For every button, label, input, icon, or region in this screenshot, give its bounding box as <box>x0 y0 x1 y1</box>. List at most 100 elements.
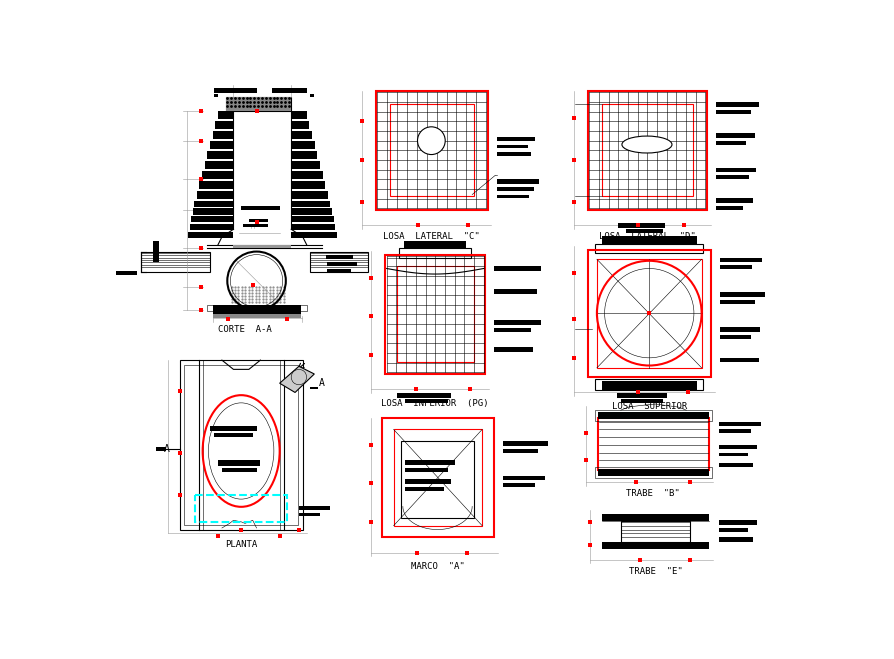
Bar <box>715 133 754 138</box>
Bar <box>291 121 309 129</box>
Bar <box>207 151 233 159</box>
Bar <box>399 248 471 258</box>
Bar <box>496 152 531 156</box>
Bar <box>222 468 257 472</box>
Bar <box>715 206 742 210</box>
Bar <box>718 537 753 542</box>
Bar <box>494 266 540 271</box>
Bar <box>720 335 750 339</box>
Bar <box>502 441 547 445</box>
Bar <box>375 91 487 210</box>
Bar <box>494 320 540 325</box>
Polygon shape <box>279 366 314 393</box>
Bar <box>597 412 709 419</box>
Bar <box>715 198 753 203</box>
Bar <box>720 327 759 331</box>
Bar <box>115 271 137 275</box>
Bar <box>291 224 334 230</box>
Bar <box>194 201 233 207</box>
Bar <box>720 258 762 262</box>
Bar <box>618 223 664 228</box>
Bar <box>587 91 706 210</box>
Bar <box>405 468 447 472</box>
Bar <box>195 495 287 522</box>
Bar <box>405 460 455 465</box>
Bar <box>496 194 528 198</box>
Bar <box>720 358 758 362</box>
Bar <box>249 219 268 222</box>
Bar <box>299 513 320 516</box>
Bar <box>291 216 333 222</box>
Bar <box>214 88 257 93</box>
Bar <box>210 140 233 149</box>
Bar <box>215 121 233 129</box>
Bar <box>310 94 314 97</box>
Bar <box>389 105 473 196</box>
Bar <box>213 130 233 139</box>
Bar <box>291 111 307 119</box>
Bar <box>718 463 753 467</box>
Text: A: A <box>164 444 169 453</box>
Bar <box>327 270 350 273</box>
Bar <box>214 433 252 437</box>
Bar <box>718 430 750 433</box>
Bar <box>620 399 662 403</box>
Bar <box>310 252 367 272</box>
Bar <box>596 259 701 368</box>
Bar <box>184 364 298 525</box>
Bar <box>291 190 328 199</box>
Bar <box>210 426 257 431</box>
Bar <box>396 266 473 362</box>
Bar <box>272 88 307 93</box>
Bar <box>218 460 260 466</box>
Bar <box>384 254 485 374</box>
Bar <box>188 231 233 238</box>
Bar <box>720 266 752 270</box>
Bar <box>213 304 301 314</box>
Ellipse shape <box>621 136 671 153</box>
Bar <box>595 467 711 478</box>
Bar <box>382 418 493 537</box>
Text: CORTE  A-A: CORTE A-A <box>218 325 272 334</box>
Bar <box>595 244 703 253</box>
Bar <box>225 97 291 111</box>
Text: LOSA  INFERIOR  (PG): LOSA INFERIOR (PG) <box>381 399 488 408</box>
Bar <box>595 379 703 390</box>
Bar <box>214 94 218 97</box>
Bar <box>191 216 233 222</box>
Bar <box>627 140 665 149</box>
Bar <box>299 506 329 510</box>
Bar <box>496 187 533 190</box>
Bar <box>601 105 692 196</box>
Bar <box>587 250 710 377</box>
Bar <box>494 289 536 294</box>
Bar <box>718 422 760 426</box>
Bar <box>218 111 233 119</box>
Bar <box>310 387 317 389</box>
Text: TRABE  "B": TRABE "B" <box>626 489 679 498</box>
Bar <box>404 241 466 248</box>
Bar <box>502 449 537 453</box>
Bar <box>720 293 763 297</box>
Bar <box>291 208 332 215</box>
Bar <box>616 393 666 398</box>
Bar <box>715 110 750 114</box>
Bar <box>715 167 755 172</box>
Bar <box>496 179 538 184</box>
Bar <box>291 161 320 169</box>
Text: LOSA  SUPERIOR: LOSA SUPERIOR <box>611 402 686 411</box>
Bar <box>502 476 544 480</box>
Bar <box>291 171 323 179</box>
Circle shape <box>417 127 444 155</box>
Text: MARCO  "A": MARCO "A" <box>410 562 464 571</box>
Bar <box>626 229 662 233</box>
Bar <box>597 469 709 476</box>
Bar <box>205 161 233 169</box>
Text: A: A <box>319 378 325 388</box>
Bar <box>397 393 451 398</box>
Bar <box>291 130 312 139</box>
Bar <box>718 453 747 457</box>
Bar <box>494 328 531 331</box>
Bar <box>715 140 745 144</box>
Bar <box>393 430 482 526</box>
